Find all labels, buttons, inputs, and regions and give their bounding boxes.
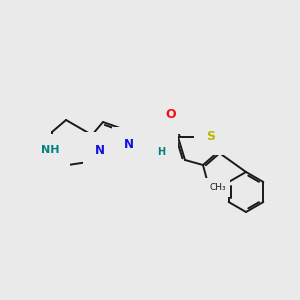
Text: S: S: [206, 130, 215, 142]
Text: H: H: [157, 147, 165, 157]
Text: N: N: [95, 143, 105, 157]
Text: N: N: [124, 139, 134, 152]
Text: N: N: [156, 139, 166, 152]
Text: O: O: [166, 109, 176, 122]
Text: NH: NH: [41, 145, 59, 155]
Text: CH₃: CH₃: [209, 183, 226, 192]
